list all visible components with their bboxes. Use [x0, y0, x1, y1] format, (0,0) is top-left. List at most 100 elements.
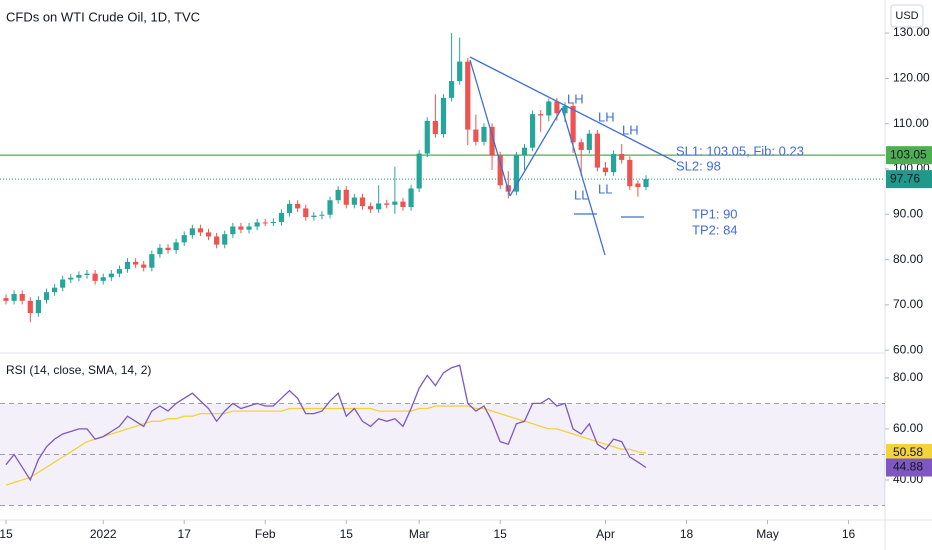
annotation: TP1: 90: [692, 206, 738, 221]
candle-body: [11, 294, 17, 301]
rsi-value-box: [886, 443, 932, 462]
candle-body: [562, 106, 568, 114]
candle-body: [246, 226, 252, 230]
price-label: 103.05: [890, 147, 927, 161]
candle-body: [238, 226, 244, 230]
price-label: 97.76: [890, 171, 920, 185]
trend-line: [469, 59, 511, 197]
candle-body: [43, 292, 50, 300]
candle-body: [173, 242, 179, 251]
candle-body: [343, 189, 349, 205]
annotation: SL2: 98: [676, 158, 721, 173]
candle-body: [76, 274, 82, 278]
candle-body: [189, 228, 195, 236]
candle-body: [68, 277, 74, 280]
candle-body: [133, 261, 139, 265]
x-tick-label: 15: [340, 527, 354, 541]
candle-body: [367, 206, 374, 210]
candle-body: [149, 254, 155, 268]
y-tick-label: 60.00: [893, 342, 923, 356]
candle-body: [214, 236, 220, 245]
rsi-sma-line: [5, 405, 647, 486]
candle-body: [643, 179, 649, 188]
y-tick-label: 70.00: [893, 297, 923, 311]
candle-body: [319, 214, 325, 216]
rsi-value-label: 44.88: [893, 460, 923, 474]
candle-body: [100, 277, 106, 281]
candle-body: [440, 97, 447, 135]
candle-body: [27, 300, 33, 314]
x-tick-label: Apr: [596, 527, 615, 541]
x-tick-label: 15: [0, 527, 13, 541]
chart-title: CFDs on WTI Crude Oil, 1D, TVC: [6, 9, 200, 24]
y-tick-label: 110.00: [893, 116, 929, 130]
candle-body: [586, 133, 592, 150]
candle-body: [230, 226, 236, 235]
x-tick-label: 2022: [90, 527, 117, 541]
trend-line: [469, 56, 677, 163]
candle-body: [538, 114, 544, 116]
candle-body: [635, 183, 641, 188]
candle-body: [262, 222, 268, 224]
annotation: LL: [574, 187, 588, 202]
y-tick-label: 130.00: [893, 25, 930, 39]
candle-body: [286, 203, 293, 213]
annotation: LH: [567, 91, 584, 106]
candle-body: [165, 247, 171, 251]
candle-body: [570, 106, 576, 143]
candle-body: [384, 203, 390, 205]
price-label-box: [886, 170, 932, 189]
candle-body: [594, 133, 600, 168]
drawings: LH LH LH LL LL SL1: 103.05, Fib: 0.23 SL…: [469, 56, 804, 256]
candle-body: [19, 294, 25, 301]
rsi-value-label: 50.58: [893, 445, 923, 459]
candle-body: [254, 222, 260, 227]
annotation: SL1: 103.05, Fib: 0.23: [676, 143, 804, 158]
candle-body: [157, 247, 163, 255]
candle-body: [546, 101, 552, 116]
candle-body: [521, 147, 528, 156]
candle-body: [359, 197, 366, 207]
x-tick-label: Mar: [409, 527, 430, 541]
candle-body: [35, 299, 42, 314]
candle-body: [205, 232, 212, 237]
candle-body: [376, 203, 382, 210]
candle-body: [141, 264, 147, 268]
candle-body: [124, 261, 131, 270]
price-label-box: [886, 146, 932, 165]
annotation: TP2: 84: [692, 222, 738, 237]
x-tick-label: May: [756, 527, 779, 541]
candle-body: [92, 273, 98, 281]
candle-body: [619, 154, 625, 160]
rsi-label: RSI (14, close, SMA, 14, 2): [6, 363, 151, 377]
candle-body: [327, 200, 333, 215]
x-tick-label: 18: [680, 527, 694, 541]
x-tick-label: 17: [178, 527, 192, 541]
candle-body: [181, 235, 187, 243]
candle-body: [408, 188, 414, 208]
candle-body: [473, 129, 479, 142]
trend-line: [509, 107, 563, 197]
y-tick-label: 60.00: [893, 421, 923, 435]
candle-body: [457, 61, 463, 82]
rsi-line: [5, 364, 647, 482]
x-tick-label: 16: [842, 527, 856, 541]
y-tick-label: 80.00: [893, 252, 923, 266]
candle-body: [311, 215, 317, 217]
candle-body: [303, 208, 309, 217]
candle-body: [465, 61, 471, 130]
candle-body: [489, 126, 495, 156]
candle-body: [278, 212, 285, 222]
candle-body: [116, 269, 123, 274]
candle-body: [578, 142, 584, 150]
candle-body: [3, 298, 9, 301]
currency-box[interactable]: [890, 4, 924, 28]
candle-body: [432, 120, 438, 135]
candle-body: [416, 153, 422, 189]
candle-body: [497, 155, 503, 186]
annotation: LH: [622, 122, 639, 137]
candle-body: [60, 279, 66, 288]
candle-body: [222, 234, 228, 245]
y-tick-label: 90.00: [893, 206, 923, 220]
